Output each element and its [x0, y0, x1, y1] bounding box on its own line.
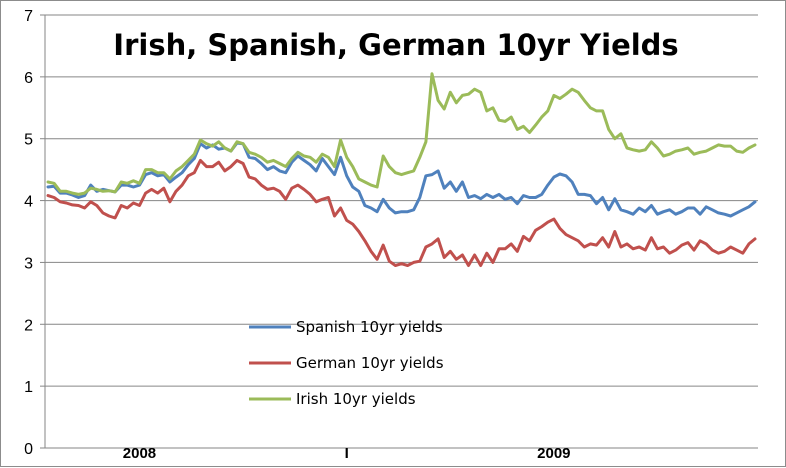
- y-tick-labels: 0 1 2 3 4 5 6 7: [24, 8, 45, 458]
- x-category-label: 2008: [123, 445, 156, 462]
- chart-title: Irish, Spanish, German 10yr Yields: [113, 28, 678, 62]
- legend: Spanish 10yr yields German 10yr yields Iri…: [249, 318, 444, 408]
- y-tick-label: 7: [24, 8, 33, 25]
- y-tick-label: 0: [24, 441, 33, 458]
- x-category-label: I: [345, 445, 349, 462]
- series-line-irish: [46, 72, 757, 196]
- x-tick-labels: 2008 I 2009: [123, 445, 571, 462]
- legend-label-1: German 10yr yields: [296, 354, 444, 372]
- series-line-german: [46, 158, 757, 267]
- series-lines: [46, 72, 757, 267]
- series-line-spanish: [46, 141, 757, 218]
- y-tick-label: 4: [24, 194, 33, 211]
- legend-label-0: Spanish 10yr yields: [296, 318, 443, 336]
- y-tick-label: 6: [24, 70, 33, 87]
- y-tick-label: 1: [24, 379, 33, 396]
- y-tick-label: 3: [24, 255, 33, 272]
- axes: [44, 15, 758, 449]
- legend-label-2: Irish 10yr yields: [296, 390, 416, 408]
- y-tick-label: 2: [24, 317, 33, 334]
- y-tick-label: 5: [24, 132, 33, 149]
- x-category-label: 2009: [537, 445, 570, 462]
